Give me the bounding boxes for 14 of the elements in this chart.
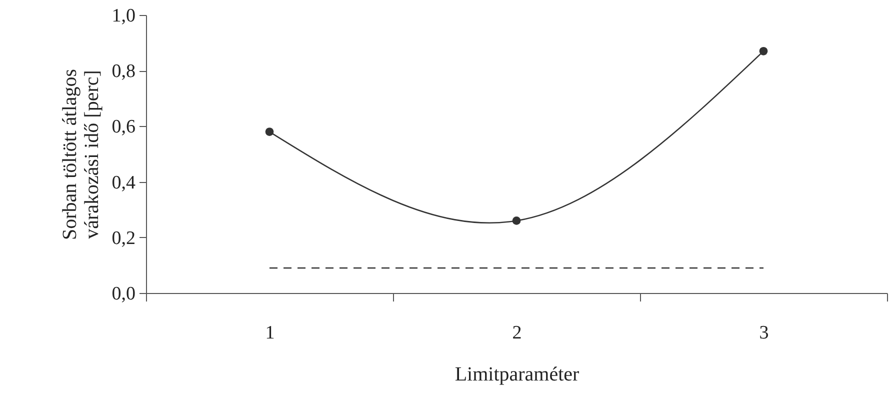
x-tick-label: 3 [759, 322, 769, 344]
point [512, 216, 521, 225]
y-tick-label: 0,4 [112, 172, 136, 194]
y-tick-label: 0,2 [112, 228, 136, 249]
point [759, 46, 768, 56]
point [265, 128, 274, 136]
x-tick-label: 1 [265, 322, 275, 344]
y-tick-label: 0,6 [112, 116, 136, 138]
y-tick-label: 0,8 [112, 61, 136, 82]
x-tick-label: 2 [512, 322, 522, 344]
y-tick-label: 1,0 [112, 6, 136, 26]
x-axis-title: Limitparaméter [454, 364, 580, 386]
y-tick-label: 0,0 [112, 284, 136, 304]
y-axis-title: Sorban töltött átlagos várakozási idő [perc] [58, 68, 103, 240]
